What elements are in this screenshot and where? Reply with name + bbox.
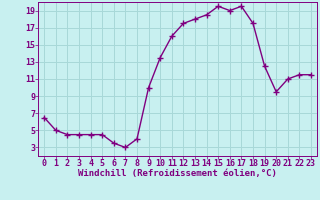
X-axis label: Windchill (Refroidissement éolien,°C): Windchill (Refroidissement éolien,°C) bbox=[78, 169, 277, 178]
